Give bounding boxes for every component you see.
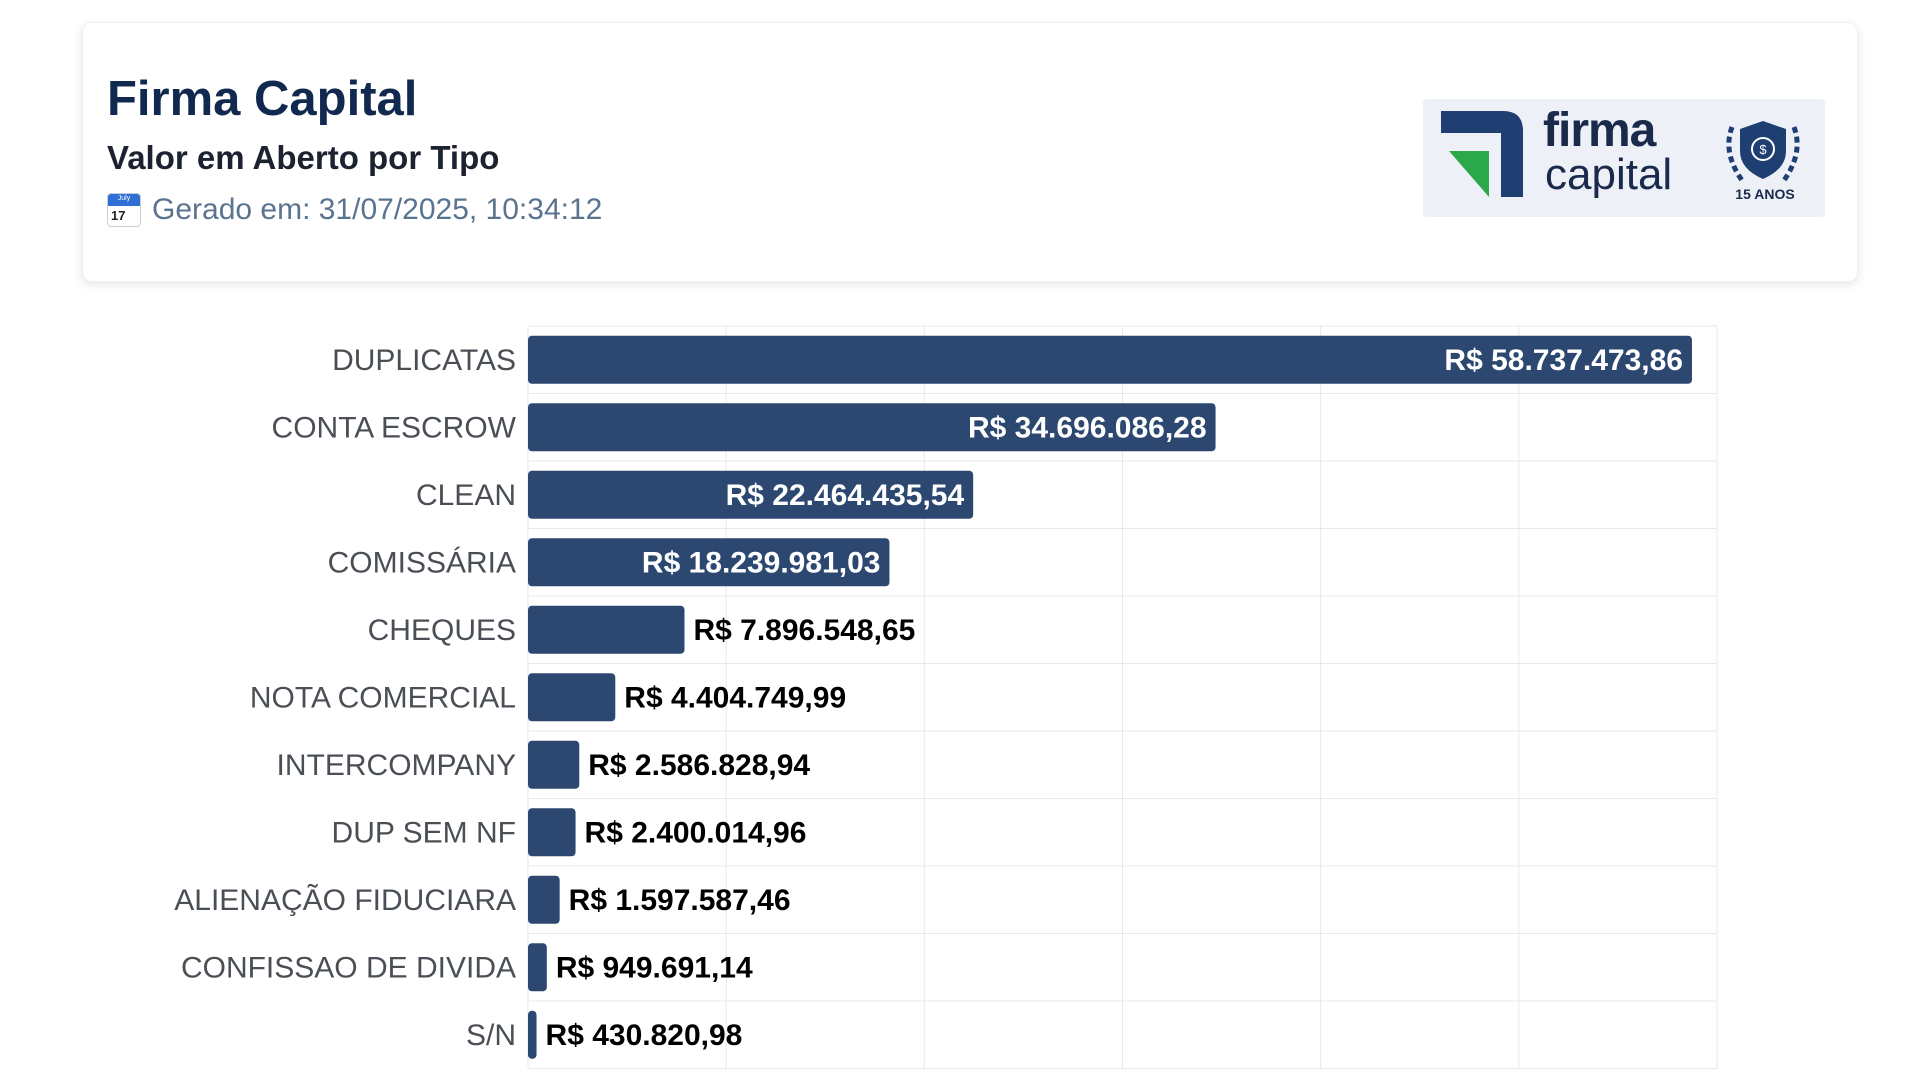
value-label: R$ 34.696.086,28	[968, 411, 1207, 444]
value-label: R$ 18.239.981,03	[642, 546, 881, 579]
firma-capital-logo: firma capital $ 15 ANOS	[1423, 99, 1825, 217]
bar	[528, 1010, 537, 1059]
calendar-icon-day: 17	[111, 208, 126, 223]
category-label: DUPLICATAS	[332, 344, 516, 377]
category-label: NOTA COMERCIAL	[250, 681, 516, 714]
value-label: R$ 430.820,98	[546, 1019, 743, 1052]
bar	[528, 740, 580, 789]
value-label: R$ 7.896.548,65	[693, 614, 915, 647]
logo-text-bottom: capital	[1545, 150, 1673, 199]
category-label: ALIENAÇÃO FIDUCIARA	[174, 883, 516, 917]
category-label: COMISSÁRIA	[328, 546, 516, 579]
page-title: Firma Capital	[107, 72, 418, 126]
calendar-icon: July 17	[107, 193, 141, 227]
laurel-shield-icon: $	[1726, 121, 1800, 185]
generated-text: Gerado em: 31/07/2025, 10:34:12	[152, 193, 603, 226]
value-label: R$ 2.400.014,96	[585, 816, 807, 849]
bar	[528, 943, 547, 992]
bar	[528, 335, 1692, 384]
category-label: CONFISSAO DE DIVIDA	[181, 951, 516, 984]
calendar-icon-month: July	[117, 195, 131, 202]
category-label: INTERCOMPANY	[277, 749, 516, 782]
value-label: R$ 949.691,14	[556, 951, 753, 984]
bar	[528, 673, 616, 722]
bar	[528, 470, 974, 519]
value-label: R$ 22.464.435,54	[726, 479, 965, 512]
value-label: R$ 4.404.749,99	[624, 681, 846, 714]
logo-badge-text: 15 ANOS	[1735, 186, 1795, 202]
bar	[528, 808, 576, 857]
value-label: R$ 2.586.828,94	[588, 749, 810, 782]
category-label: CLEAN	[416, 479, 516, 512]
value-label: R$ 1.597.587,46	[569, 884, 791, 917]
category-label: CHEQUES	[368, 614, 516, 647]
logo-mark-icon	[1441, 111, 1523, 197]
category-label: DUP SEM NF	[332, 816, 516, 849]
bar	[528, 875, 560, 924]
header-card: Firma Capital Valor em Aberto por Tipo J…	[82, 22, 1858, 282]
value-label: R$ 58.737.473,86	[1444, 344, 1683, 377]
category-label: CONTA ESCROW	[272, 411, 517, 444]
category-label: S/N	[466, 1019, 516, 1052]
bar	[528, 605, 685, 654]
generated-timestamp: July 17 Gerado em: 31/07/2025, 10:34:12	[107, 193, 602, 227]
chart-subtitle: Valor em Aberto por Tipo	[107, 139, 500, 176]
bar	[528, 403, 1216, 452]
svg-text:$: $	[1759, 142, 1767, 157]
bar	[528, 538, 890, 587]
logo-text-top: firma	[1543, 104, 1656, 157]
